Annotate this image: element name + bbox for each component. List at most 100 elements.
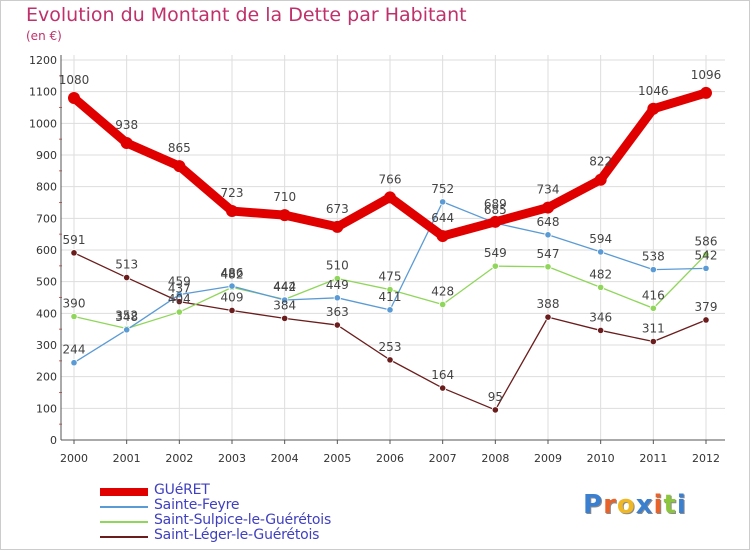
data-label: 549 (484, 246, 507, 260)
proxiti-logo: Proxiti (583, 490, 687, 520)
data-point (68, 92, 80, 104)
data-label: 586 (695, 234, 718, 248)
y-tick-label: 500 (36, 276, 57, 289)
data-label: 1046 (638, 84, 669, 98)
logo-letter: t (663, 490, 677, 520)
data-label: 752 (431, 182, 454, 196)
data-point (544, 263, 552, 271)
data-label: 346 (589, 310, 612, 324)
data-point (384, 191, 396, 204)
data-label: 538 (642, 250, 665, 264)
legend-swatch (100, 536, 148, 538)
x-tick-label: 2002 (165, 452, 193, 465)
x-tick-label: 2000 (60, 452, 88, 465)
data-point (647, 102, 660, 115)
x-tick-label: 2005 (323, 452, 351, 465)
data-point (281, 296, 289, 304)
data-label: 482 (221, 267, 244, 281)
logo-letter: o (616, 490, 636, 520)
data-label: 594 (589, 232, 612, 246)
y-tick-label: 400 (36, 307, 57, 320)
data-point (649, 337, 657, 346)
data-point (175, 308, 183, 316)
data-point (597, 326, 605, 335)
data-point (173, 160, 186, 173)
data-point (123, 326, 131, 334)
data-label: 766 (379, 172, 402, 186)
data-label: 1080 (59, 73, 90, 87)
data-point (544, 313, 552, 321)
data-label: 409 (221, 290, 244, 304)
data-label: 95 (488, 390, 503, 404)
y-tick-label: 0 (50, 434, 57, 447)
legend-swatch (100, 488, 148, 496)
data-label: 384 (273, 298, 296, 312)
legend-swatch (100, 506, 148, 508)
data-point (597, 283, 605, 291)
x-tick-label: 2006 (376, 452, 404, 465)
data-label: 411 (379, 290, 402, 304)
data-label: 253 (379, 340, 402, 354)
data-point (70, 359, 78, 367)
data-label: 723 (221, 186, 244, 200)
data-label: 513 (115, 258, 138, 272)
data-label: 710 (273, 190, 296, 204)
data-point (491, 406, 499, 414)
data-label: 363 (326, 305, 349, 319)
data-point (649, 304, 657, 312)
data-point (542, 201, 554, 214)
logo-letter: i (653, 490, 664, 520)
data-point (386, 285, 394, 294)
x-tick-label: 2007 (429, 452, 457, 465)
data-point (123, 273, 131, 282)
data-point (175, 298, 183, 306)
data-point (333, 294, 341, 302)
data-label: 388 (537, 297, 560, 311)
data-point (120, 136, 133, 149)
y-tick-label: 1100 (29, 86, 57, 99)
data-point (436, 230, 449, 243)
data-point (491, 262, 499, 270)
y-tick-label: 700 (36, 212, 57, 225)
data-label: 244 (63, 343, 86, 357)
x-tick-label: 2004 (271, 452, 299, 465)
chart-title: Evolution du Montant de la Dette par Hab… (26, 4, 467, 26)
legend-label: Saint-Léger-le-Guérétois (154, 527, 320, 543)
logo-letter: i (676, 490, 687, 520)
y-tick-label: 300 (36, 339, 57, 352)
data-label: 486 (221, 266, 244, 280)
chart-unit-label: (en €) (26, 29, 62, 43)
data-label: 437 (168, 282, 191, 296)
data-label: 311 (642, 322, 665, 336)
data-point (544, 231, 552, 239)
data-label: 591 (63, 233, 86, 247)
data-point (489, 215, 502, 228)
x-tick-label: 2009 (534, 452, 562, 465)
data-label: 644 (431, 211, 454, 225)
data-point (226, 205, 238, 218)
data-point (597, 248, 605, 256)
y-tick-label: 600 (36, 244, 57, 257)
data-label: 685 (484, 203, 507, 217)
data-point (331, 220, 344, 233)
logo-letter: P (583, 490, 604, 520)
data-label: 547 (537, 247, 560, 261)
data-label: 938 (115, 118, 138, 132)
data-point (228, 282, 236, 290)
data-point (439, 300, 447, 309)
logo-letter: r (603, 490, 617, 520)
data-point (702, 250, 710, 259)
data-label: 449 (326, 278, 349, 292)
data-label: 348 (115, 310, 138, 324)
data-label: 865 (168, 141, 191, 155)
line-chart: 0 100 200 300 400 500 600 700 800 900 1000 1100 1200… (29, 54, 725, 465)
grid-lines (61, 55, 725, 440)
data-point (281, 314, 289, 322)
logo-letter: x (635, 490, 654, 520)
data-label: 459 (168, 275, 191, 289)
data-label: 542 (695, 248, 718, 262)
data-label: 379 (695, 300, 718, 314)
data-point (175, 291, 183, 299)
data-label: 390 (63, 297, 86, 311)
data-point (702, 264, 710, 272)
